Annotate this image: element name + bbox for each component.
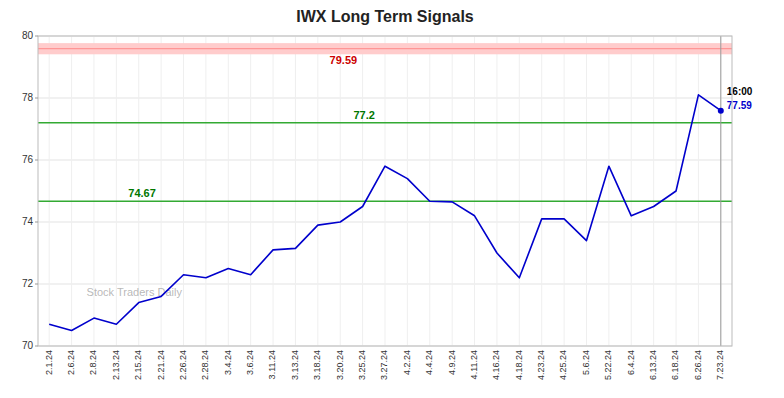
reference-label: 79.59: [330, 54, 358, 66]
x-tick-label: 6.4.24: [626, 350, 636, 375]
reference-band: [38, 43, 732, 54]
x-grid-line: [273, 36, 274, 346]
reference-line: [38, 122, 732, 124]
x-tick-label: 7.23.24: [715, 350, 725, 380]
x-tick-label: 3.6.24: [245, 350, 255, 375]
x-grid-line: [653, 36, 654, 346]
x-tick-label: 4.25.24: [558, 350, 568, 380]
x-axis: 2.1.24 2.6.24 2.8.24 2.13.24 2.15.24 2.21.24 2…: [44, 350, 726, 380]
x-tick-label: 6.26.24: [693, 350, 703, 380]
x-tick-label: 3.27.24: [379, 350, 389, 380]
x-tick-label: 4.16.24: [491, 350, 501, 380]
x-tick-label: 4.9.24: [447, 350, 457, 375]
x-grid-line: [49, 36, 50, 346]
reference-label: 77.2: [353, 109, 374, 121]
x-grid-line: [116, 36, 117, 346]
x-grid-line: [474, 36, 475, 346]
x-grid-line: [317, 36, 318, 346]
x-grid-line: [250, 36, 251, 346]
x-grid-line: [228, 36, 229, 346]
x-grid-line: [541, 36, 542, 346]
x-tick-label: 3.18.24: [312, 350, 322, 380]
x-tick-label: 2.1.24: [44, 350, 54, 375]
reference-label: 74.67: [128, 187, 156, 199]
x-tick-label: 3.20.24: [335, 350, 345, 380]
x-tick-label: 4.23.24: [536, 350, 546, 380]
x-tick-label: 2.28.24: [200, 350, 210, 380]
chart-container: IWX Long Term Signals Stock Traders Daily…: [0, 0, 784, 398]
x-grid-line: [71, 36, 72, 346]
y-tick: [35, 284, 38, 285]
x-grid-line: [385, 36, 386, 346]
x-tick-label: 3.25.24: [357, 350, 367, 380]
x-grid-line: [586, 36, 587, 346]
annotation-value: 77.59: [727, 100, 752, 111]
x-grid-line: [564, 36, 565, 346]
x-grid-line: [720, 36, 721, 346]
y-tick: [35, 98, 38, 99]
x-tick-label: 3.13.24: [290, 350, 300, 380]
y-tick: [35, 36, 38, 37]
x-tick-label: 2.8.24: [88, 350, 98, 375]
reference-line: [38, 200, 732, 202]
x-grid-line: [429, 36, 430, 346]
x-tick-label: 4.2.24: [402, 350, 412, 375]
y-tick-label: 70: [22, 340, 34, 351]
y-tick: [35, 222, 38, 223]
y-tick-label: 74: [22, 216, 34, 227]
last-point: [718, 108, 724, 114]
x-grid-line: [608, 36, 609, 346]
x-tick-label: 2.13.24: [111, 350, 121, 380]
x-tick-label: 5.6.24: [581, 350, 591, 375]
x-grid-line: [362, 36, 363, 346]
x-tick-label: 5.22.24: [603, 350, 613, 380]
x-tick-label: 2.26.24: [178, 350, 188, 380]
x-grid-line: [205, 36, 206, 346]
x-tick-label: 6.13.24: [648, 350, 658, 380]
x-tick-label: 4.4.24: [424, 350, 434, 375]
x-tick-label: 4.18.24: [514, 350, 524, 380]
x-tick-label: 2.21.24: [156, 350, 166, 380]
title: IWX Long Term Signals: [296, 8, 474, 25]
plot-area: [38, 36, 732, 346]
x-grid-line: [496, 36, 497, 346]
annotation-time: 16:00: [727, 86, 753, 97]
x-tick-label: 2.15.24: [133, 350, 143, 380]
reference-line: [38, 48, 732, 49]
x-grid-line: [452, 36, 453, 346]
x-tick-label: 3.4.24: [223, 350, 233, 375]
x-grid-line: [631, 36, 632, 346]
x-grid-line: [295, 36, 296, 346]
x-tick-label: 2.6.24: [66, 350, 76, 375]
x-grid-line: [161, 36, 162, 346]
x-grid-line: [340, 36, 341, 346]
y-tick-label: 80: [22, 30, 34, 41]
y-tick-label: 76: [22, 154, 34, 165]
x-tick-label: 6.18.24: [670, 350, 680, 380]
plot-frame: [38, 36, 732, 346]
grid: [38, 36, 732, 346]
x-tick-label: 4.11.24: [469, 350, 479, 379]
chart: IWX Long Term Signals Stock Traders Daily…: [0, 0, 784, 398]
price-line: [49, 95, 721, 331]
x-grid-line: [519, 36, 520, 346]
x-grid-line: [93, 36, 94, 346]
x-grid-line: [698, 36, 699, 346]
x-grid-line: [407, 36, 408, 346]
y-tick: [35, 346, 38, 347]
y-tick-label: 78: [22, 92, 34, 103]
watermark: Stock Traders Daily: [87, 286, 183, 298]
last-point-line: [720, 36, 721, 346]
y-tick: [35, 160, 38, 161]
y-axis: 70 72 74 76 78 80: [22, 30, 38, 351]
y-tick-label: 72: [22, 278, 34, 289]
x-tick-label: 3.11.24: [267, 350, 277, 379]
x-grid-line: [183, 36, 184, 346]
